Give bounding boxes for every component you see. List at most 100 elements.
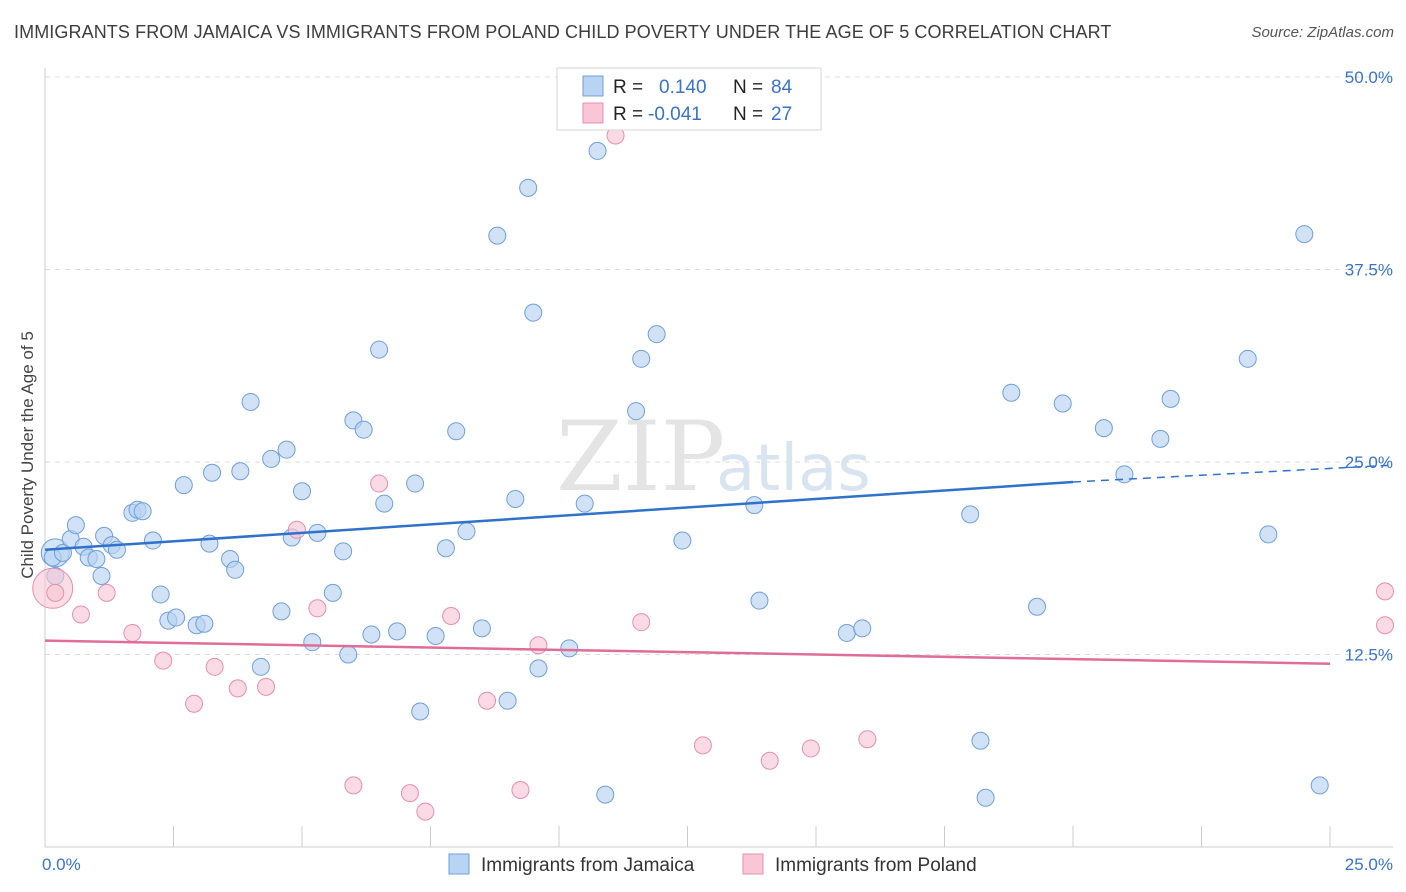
data-point-poland	[632, 613, 651, 632]
data-point-poland	[801, 739, 820, 758]
data-point-jamaica	[339, 645, 358, 664]
data-point-poland	[416, 802, 435, 821]
data-point-poland	[442, 607, 461, 625]
data-point-jamaica	[323, 583, 342, 602]
data-point-jamaica	[673, 531, 692, 550]
data-point-jamaica	[488, 226, 507, 245]
watermark-zip: ZIP	[556, 401, 725, 513]
data-point-poland	[228, 679, 247, 698]
data-point-poland	[46, 583, 65, 602]
data-point-jamaica	[1151, 429, 1170, 448]
data-point-jamaica	[370, 340, 389, 359]
data-point-poland	[693, 736, 712, 755]
data-point-jamaica	[529, 659, 548, 678]
data-point-jamaica	[1161, 389, 1180, 408]
data-point-jamaica	[1295, 225, 1314, 244]
data-point-jamaica	[167, 608, 186, 627]
data-point-jamaica	[87, 550, 106, 569]
data-point-poland	[858, 730, 877, 749]
series-legend-label-jamaica: Immigrants from Jamaica	[481, 855, 695, 876]
data-point-jamaica	[143, 531, 162, 550]
axes	[44, 68, 1393, 848]
series-legend-label-poland: Immigrants from Poland	[775, 855, 977, 876]
data-point-poland	[287, 520, 306, 539]
data-point-jamaica	[447, 422, 466, 441]
data-point-jamaica	[375, 494, 394, 513]
data-point-jamaica	[1238, 349, 1257, 368]
data-point-jamaica	[277, 440, 296, 459]
data-point-jamaica	[203, 463, 222, 482]
trend-line-poland	[44, 639, 1331, 665]
y-tick-label: 37.5%	[1345, 261, 1393, 280]
data-point-jamaica	[1094, 419, 1113, 438]
data-point-poland	[123, 623, 142, 642]
data-point-jamaica	[853, 619, 872, 638]
data-point-poland	[257, 677, 276, 696]
data-point-jamaica	[961, 505, 980, 524]
data-point-jamaica	[334, 542, 353, 561]
data-point-jamaica	[1115, 465, 1134, 484]
data-point-poland	[1376, 616, 1394, 635]
data-point-poland	[71, 605, 90, 624]
legend-r-label: R =	[613, 104, 643, 125]
data-point-jamaica	[971, 731, 990, 750]
data-point-poland	[370, 474, 389, 493]
trend-lines	[44, 464, 1394, 665]
data-point-jamaica	[560, 639, 579, 658]
data-point-jamaica	[195, 614, 214, 633]
x-tick-label: 0.0%	[42, 855, 81, 874]
data-point-jamaica	[133, 502, 152, 521]
data-point-jamaica	[627, 402, 646, 421]
data-point-jamaica	[272, 602, 291, 621]
stats-legend: R = 0.140 N = 84 R = -0.041 N = 27	[556, 67, 822, 131]
data-point-jamaica	[388, 622, 407, 641]
data-point-jamaica	[632, 349, 651, 368]
legend-r-value: 0.140	[659, 77, 707, 98]
data-point-poland	[529, 636, 548, 655]
data-point-poland	[478, 691, 497, 710]
watermark: ZIP atlas	[556, 401, 871, 513]
data-point-jamaica	[436, 539, 455, 558]
grid-lines	[45, 76, 1393, 655]
data-point-jamaica	[354, 420, 373, 439]
data-point-jamaica	[519, 178, 538, 197]
series-jamaica-points	[40, 141, 1329, 807]
data-point-jamaica	[251, 657, 270, 676]
data-point-jamaica	[1310, 776, 1329, 795]
trend-line-jamaica	[44, 480, 1074, 552]
legend-n-label: N =	[733, 104, 763, 125]
data-point-jamaica	[524, 303, 543, 322]
data-point-jamaica	[411, 702, 430, 721]
trend-line-jamaica-extension	[1072, 464, 1394, 483]
data-point-jamaica	[241, 392, 260, 411]
data-point-jamaica	[976, 788, 995, 807]
data-point-jamaica	[750, 591, 769, 610]
legend-swatch-poland	[582, 102, 604, 124]
data-point-poland	[154, 651, 173, 670]
data-point-jamaica	[426, 627, 445, 646]
data-point-jamaica	[231, 462, 250, 481]
legend-swatch-jamaica	[582, 75, 604, 97]
data-point-jamaica	[837, 623, 856, 642]
data-point-jamaica	[92, 566, 111, 585]
data-point-jamaica	[174, 476, 193, 495]
legend-n-value: 84	[771, 77, 793, 98]
data-point-poland	[511, 781, 530, 800]
y-tick-label: 50.0%	[1345, 68, 1393, 87]
data-point-jamaica	[588, 141, 607, 160]
data-point-jamaica	[498, 691, 517, 710]
data-point-jamaica	[226, 560, 245, 579]
data-point-poland	[308, 599, 327, 618]
data-point-poland	[97, 583, 116, 602]
data-point-poland	[1376, 582, 1394, 601]
data-point-jamaica	[66, 516, 85, 535]
data-point-jamaica	[1053, 394, 1072, 413]
legend-n-value: 27	[771, 104, 792, 125]
x-tick-label: 25.0%	[1345, 855, 1393, 874]
series-legend: Immigrants from Jamaica Immigrants from …	[448, 853, 977, 876]
data-point-poland	[400, 784, 419, 803]
data-point-jamaica	[1259, 525, 1278, 544]
legend-n-label: N =	[733, 77, 763, 98]
legend-r-value: -0.041	[648, 104, 702, 125]
